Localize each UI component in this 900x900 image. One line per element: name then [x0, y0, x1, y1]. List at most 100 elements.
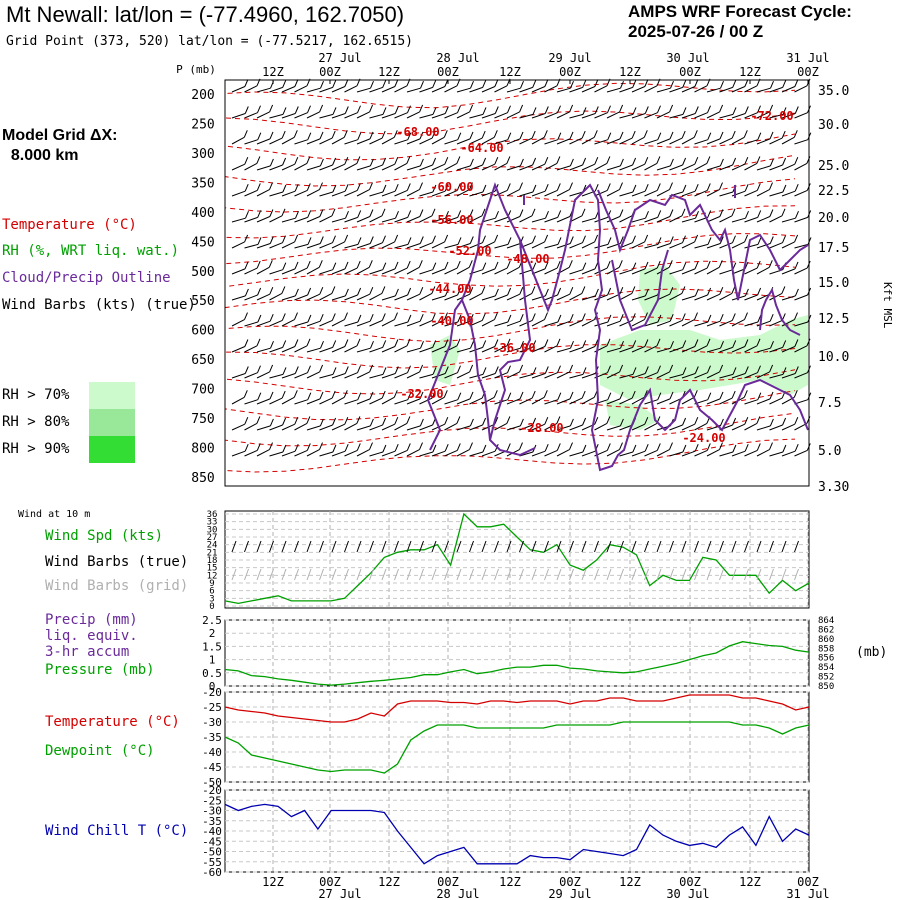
profile-wind-barb-flag: [719, 209, 724, 217]
profile-wind-barb-flag: [306, 416, 311, 424]
profile-wind-barb: [344, 139, 358, 145]
profile-wind-barb: [606, 347, 621, 353]
profile-wind-barb-flag: [519, 314, 524, 322]
profile-wind-barb: [694, 345, 708, 353]
profile-wind-barb: [256, 189, 270, 197]
profile-wind-barb-flag: [507, 287, 512, 296]
profile-wind-barb-flag: [293, 130, 298, 138]
bottom-time-label: 00Z: [437, 875, 459, 889]
profile-wind-barb: [469, 451, 484, 457]
profile-wind-barb: [781, 346, 796, 353]
profile-wind-barb-flag: [619, 442, 623, 450]
profile-wind-barb-flag: [294, 184, 299, 192]
profile-wind-barb-flag: [557, 237, 562, 245]
surface-wind-barb-true: [769, 540, 774, 553]
pressure-unit-label: (mb): [856, 645, 887, 660]
pressure-tick-label: 300: [191, 147, 214, 162]
profile-wind-barb: [781, 295, 796, 301]
profile-wind-barb-flag: [282, 444, 287, 453]
profile-wind-barb: [456, 243, 471, 249]
profile-wind-barb-flag: [268, 260, 273, 268]
profile-wind-barb: [481, 396, 495, 405]
profile-wind-barb-flag: [632, 262, 637, 270]
profile-wind-barb: [256, 347, 271, 353]
profile-wind-barb: [569, 164, 583, 171]
profile-wind-barb-flag: [431, 313, 436, 321]
profile-wind-barb: [506, 347, 521, 353]
profile-wind-barb: [394, 267, 408, 275]
profile-wind-barb: [444, 139, 458, 145]
profile-wind-barb: [719, 86, 733, 93]
profile-wind-barb: [569, 292, 583, 301]
profile-wind-barb: [269, 424, 283, 431]
profile-wind-barb: [556, 243, 571, 249]
profile-wind-barb: [544, 267, 558, 275]
profile-wind-barb: [281, 295, 296, 301]
cloud-outline-3: [489, 239, 532, 441]
profile-wind-barb: [481, 319, 495, 327]
precip-tick-label: 0.5: [202, 667, 222, 680]
profile-wind-barb-flag: [732, 417, 737, 426]
profile-wind-barb: [531, 346, 546, 353]
profile-wind-barb: [756, 216, 771, 223]
profile-wind-barb: [494, 85, 508, 93]
surface-wind-barb-true: [256, 540, 262, 553]
profile-wind-barb: [756, 243, 771, 249]
surface-wind-barb-true: [394, 540, 399, 553]
profile-wind-barb: [569, 86, 583, 93]
profile-wind-barb-flag: [244, 444, 249, 452]
profile-wind-barb: [769, 319, 783, 327]
profile-wind-barb: [681, 450, 696, 457]
profile-wind-barb: [281, 423, 296, 431]
profile-wind-barb-flag: [557, 365, 561, 373]
profile-wind-barb: [556, 87, 571, 93]
profile-wind-barb: [256, 138, 271, 145]
profile-wind-barb: [469, 113, 484, 119]
profile-wind-barb-flag: [744, 261, 749, 270]
profile-wind-barb: [544, 422, 558, 431]
surface-wind-barb-true: [731, 540, 737, 553]
profile-wind-barb-flag: [270, 341, 274, 349]
profile-wind-barb-flag: [507, 132, 512, 140]
profile-wind-barb-flag: [556, 443, 561, 451]
profile-wind-barb: [581, 373, 596, 379]
profile-wind-barb-flag: [657, 392, 662, 400]
wind-barbs-true-label: Wind Barbs (true): [45, 554, 189, 570]
profile-wind-barb: [269, 242, 283, 249]
profile-wind-barb: [606, 371, 620, 379]
profile-wind-barb-flag: [456, 156, 461, 164]
profile-wind-barb: [269, 292, 283, 301]
profile-wind-barb-flag: [556, 183, 561, 191]
profile-wind-barb-flag: [243, 130, 248, 138]
chill-tick-label: -25: [202, 794, 222, 807]
profile-wind-barb: [244, 162, 258, 171]
rh-80-swatch: [89, 409, 135, 436]
profile-wind-barb-flag: [719, 131, 724, 140]
profile-wind-barb: [244, 216, 258, 223]
profile-wind-barb: [344, 294, 358, 301]
profile-wind-barb-flag: [256, 260, 261, 269]
profile-wind-barb-flag: [632, 184, 637, 193]
profile-wind-barb: [281, 319, 295, 327]
profile-wind-barb-flag: [282, 184, 287, 193]
profile-wind-barb: [731, 319, 745, 327]
surface-wind-barb-grid: [306, 568, 312, 581]
temperature-contour: [224, 154, 796, 187]
profile-wind-barb: [694, 422, 708, 431]
profile-wind-barb: [556, 165, 571, 171]
profile-wind-barb-flag: [781, 313, 786, 321]
profile-wind-barb: [756, 320, 771, 327]
profile-wind-barb: [544, 139, 558, 145]
profile-wind-barb-flag: [319, 442, 323, 450]
profile-wind-barb-flag: [744, 184, 749, 192]
profile-wind-barb: [469, 397, 483, 405]
chill-tick-label: -60: [202, 866, 222, 879]
profile-wind-barb: [519, 86, 533, 93]
surface-wind-barb-true: [344, 540, 349, 553]
profile-wind-barb: [281, 241, 295, 249]
profile-wind-barb-flag: [670, 81, 674, 89]
profile-wind-barb-flag: [269, 442, 273, 450]
profile-wind-barb: [769, 215, 783, 223]
profile-wind-barb-flag: [319, 104, 324, 113]
height-axis-title: Kft MSL: [881, 282, 894, 329]
